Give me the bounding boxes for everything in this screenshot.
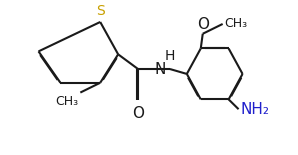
Text: CH₃: CH₃	[225, 18, 248, 31]
Text: N: N	[155, 62, 166, 77]
Text: S: S	[96, 4, 105, 18]
Text: O: O	[197, 17, 209, 32]
Text: O: O	[132, 106, 144, 121]
Text: NH₂: NH₂	[240, 102, 270, 117]
Text: CH₃: CH₃	[55, 95, 78, 108]
Text: H: H	[165, 49, 175, 63]
